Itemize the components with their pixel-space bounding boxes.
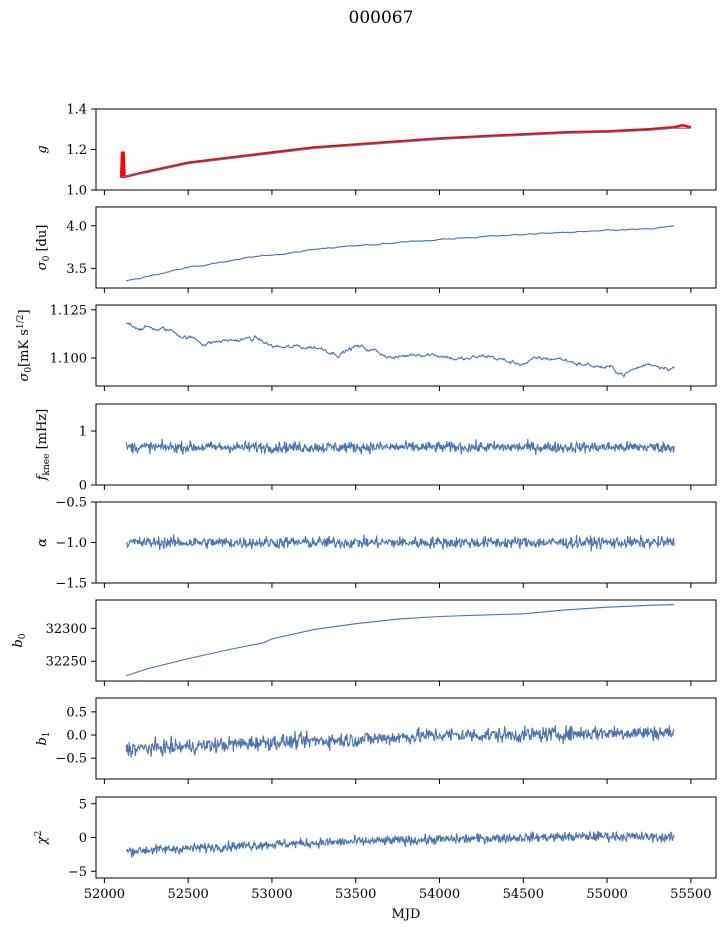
y-tick-label: 3.5 bbox=[66, 262, 87, 277]
panel-2: 3.5 4.0 σ0 [du] bbox=[35, 206, 717, 293]
y-tick-label: −0.5 bbox=[55, 752, 87, 767]
series-line-1-2 bbox=[121, 127, 691, 178]
panel-7: −0.5 0.0 0.5 b1 bbox=[35, 697, 717, 784]
y-axis-label: σ0[mK s1/2] bbox=[16, 309, 34, 381]
y-tick-label: 32250 bbox=[46, 655, 87, 670]
series-line-6-1 bbox=[126, 604, 675, 677]
panel-4: 0 1 fknee [mHz] bbox=[35, 403, 717, 494]
x-axis-label: MJD bbox=[392, 907, 421, 922]
y-tick-label: 4.0 bbox=[66, 219, 87, 234]
axes-frame bbox=[95, 206, 717, 289]
panel-5: −1.5 −1.0 −0.5 α bbox=[35, 496, 717, 592]
series-line-3-1 bbox=[125, 322, 675, 378]
y-axis-label: b1 bbox=[35, 731, 52, 745]
y-tick-label: 32300 bbox=[46, 622, 87, 637]
x-tick-label: 54000 bbox=[419, 887, 460, 902]
axes-frame bbox=[95, 108, 717, 191]
y-axis-label: α bbox=[35, 538, 50, 547]
y-tick-label: −1.0 bbox=[55, 536, 87, 551]
axes-frame bbox=[95, 304, 717, 387]
y-axis-label: b0 bbox=[11, 633, 28, 647]
x-tick-label: 52500 bbox=[167, 887, 208, 902]
y-tick-label: 0 bbox=[79, 831, 87, 846]
y-tick-label: −1.5 bbox=[55, 577, 87, 592]
y-tick-label: −5 bbox=[68, 865, 87, 880]
axes-frame bbox=[95, 599, 717, 682]
y-axis-label: fknee [mHz] bbox=[35, 409, 52, 482]
y-tick-label: 1.0 bbox=[66, 184, 87, 199]
series-line-7-1 bbox=[125, 725, 675, 758]
x-tick-label: 55000 bbox=[586, 887, 627, 902]
y-tick-label: −0.5 bbox=[55, 496, 87, 511]
y-axis-label: χ2 bbox=[34, 831, 50, 846]
series-line-5-1 bbox=[126, 534, 675, 552]
series-line-4-1 bbox=[125, 438, 675, 456]
y-tick-label: 1 bbox=[79, 425, 87, 440]
x-tick-label: 52000 bbox=[84, 887, 125, 902]
y-tick-label: 1.4 bbox=[66, 103, 87, 118]
panel-6: 32250 32300 b0 bbox=[11, 599, 717, 686]
y-tick-label: 0.5 bbox=[66, 705, 87, 720]
series-line-8-1 bbox=[125, 830, 675, 858]
x-tick-label: 54500 bbox=[503, 887, 544, 902]
x-tick-label: 53000 bbox=[251, 887, 292, 902]
y-axis-label: σ0 [du] bbox=[35, 225, 52, 271]
y-tick-label: 0.0 bbox=[66, 729, 87, 744]
y-tick-label: 0 bbox=[79, 479, 87, 494]
panel-3: 1.100 1.125 σ0[mK s1/2] bbox=[16, 303, 717, 391]
y-tick-label: 1.100 bbox=[50, 352, 87, 367]
y-tick-label: 1.125 bbox=[50, 303, 87, 318]
axes-frame bbox=[95, 403, 717, 486]
axes-frame bbox=[95, 697, 717, 780]
figure-title: 000067 bbox=[349, 8, 414, 28]
y-tick-label: 5 bbox=[79, 797, 87, 812]
y-tick-label: 1.2 bbox=[66, 143, 87, 158]
panel-1: 1.0 1.2 1.4 g bbox=[35, 103, 717, 199]
x-tick-label: 55500 bbox=[670, 887, 711, 902]
panel-8: −5 0 5 52000 52500 53000 53500 54000 54500 55000 5… bbox=[34, 796, 717, 922]
series-line-2-1 bbox=[125, 225, 675, 282]
x-tick-label: 53500 bbox=[335, 887, 376, 902]
y-axis-label: g bbox=[35, 145, 50, 153]
series-line-1-1 bbox=[119, 123, 692, 179]
